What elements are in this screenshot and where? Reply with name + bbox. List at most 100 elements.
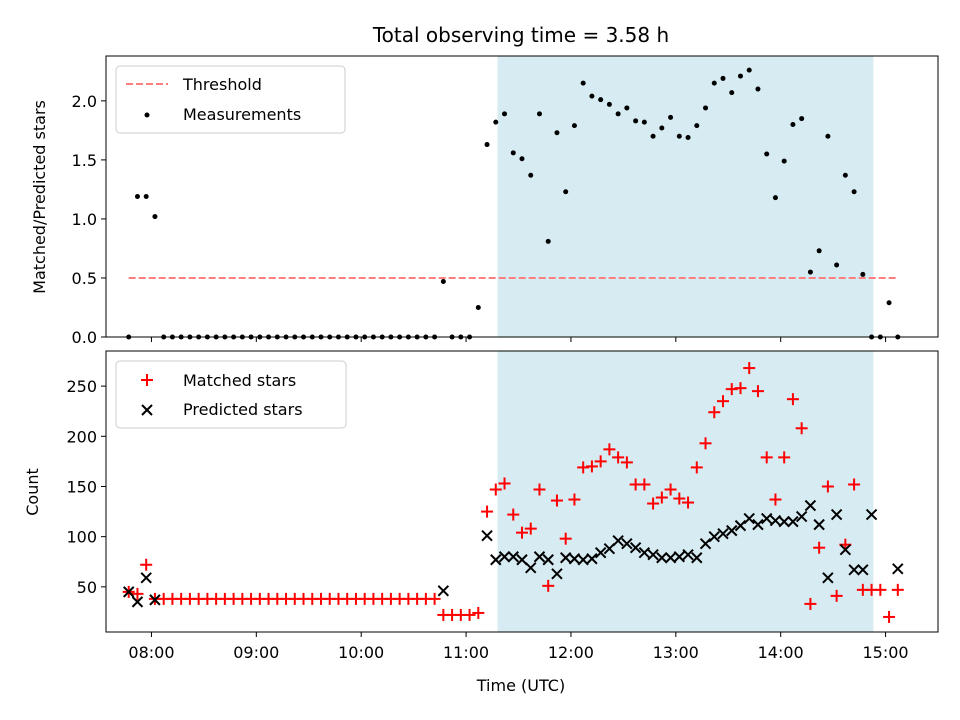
top-ytick-label: 2.0: [72, 92, 97, 111]
bottom-legend: Matched stars Predicted stars: [115, 360, 347, 429]
predicted-point: [533, 551, 546, 563]
matched-point: [673, 492, 686, 505]
predicted-point: [612, 534, 624, 547]
matched-point: [769, 493, 782, 506]
predicted-point: [717, 527, 729, 540]
predicted-point: [822, 572, 834, 584]
bottom-panel: 50 100 150 200 250 08:00 09:00 10:00 11:00 12:00 1…: [23, 350, 939, 695]
matched-point: [655, 491, 668, 504]
matched-point: [428, 592, 441, 605]
matched-point: [804, 597, 817, 610]
matched-point: [594, 455, 607, 468]
legend-predicted-swatch: [141, 404, 153, 416]
predicted-point: [726, 524, 738, 537]
matched-point: [620, 456, 633, 469]
matched-point: [883, 610, 896, 623]
predicted-point: [149, 594, 161, 606]
measurement-point: [746, 67, 752, 73]
matched-point: [647, 497, 660, 510]
measurement-point: [860, 271, 866, 277]
predicted-point: [516, 554, 528, 566]
matched-point: [533, 483, 546, 496]
predicted-point: [673, 551, 686, 563]
predicted-point: [865, 508, 878, 521]
matched-point: [463, 608, 476, 621]
measurement-point: [659, 125, 665, 131]
predicted-point: [507, 551, 519, 563]
predicted-point: [131, 596, 144, 608]
matched-point: [690, 461, 703, 474]
top-ytick-label: 1.0: [72, 210, 97, 229]
predicted-point: [638, 547, 651, 559]
predicted-point: [804, 499, 817, 512]
measurement-point: [554, 130, 560, 136]
bottom-xtick-label: 09:00: [233, 643, 279, 662]
measurement-point: [545, 238, 551, 244]
matched-point: [131, 587, 144, 600]
measurement-point: [440, 279, 446, 285]
matched-point: [725, 383, 738, 396]
measurement-point: [633, 118, 639, 124]
matched-point: [786, 393, 799, 406]
matched-point: [472, 606, 485, 619]
matched-point: [751, 385, 764, 398]
measurement-point: [711, 80, 717, 86]
predicted-point: [629, 541, 642, 554]
matched-point: [717, 395, 730, 408]
legend-measurements-label: Measurements: [183, 105, 301, 124]
measurement-point: [475, 304, 481, 310]
measurement-point: [641, 119, 647, 125]
measurement-point: [842, 172, 848, 178]
measurement-point: [737, 73, 743, 79]
legend-predicted-label: Predicted stars: [183, 400, 303, 419]
measurement-point: [563, 189, 569, 195]
matched-point: [577, 461, 590, 474]
matched-point: [481, 505, 494, 518]
measurement-point: [615, 111, 621, 117]
bottom-ytick-label: 150: [66, 477, 97, 496]
legend-matched-label: Matched stars: [183, 371, 296, 390]
predicted-point: [857, 564, 869, 576]
matched-point: [524, 522, 537, 535]
predicted-point: [542, 554, 554, 566]
top-panel-frame: [105, 55, 939, 338]
bottom-xtick-label: 13:00: [653, 643, 699, 662]
legend-matched-swatch: [141, 374, 153, 386]
top-ytick-label: 0.0: [72, 328, 97, 347]
predicted-point: [123, 586, 135, 598]
bottom-xtick-label: 14:00: [758, 643, 804, 662]
matched-point: [830, 589, 843, 602]
measurement-point: [720, 75, 726, 81]
measurement-point: [624, 105, 630, 111]
bottom-panel-frame: [105, 350, 939, 633]
predicted-point: [795, 510, 808, 523]
matched-point: [542, 579, 555, 592]
matched-point: [559, 532, 572, 545]
matched-point: [140, 558, 153, 571]
bottom-ytick-label: 100: [66, 528, 97, 547]
top-legend: Threshold Measurements: [115, 65, 346, 134]
predicted-point: [830, 508, 843, 521]
predicted-point: [490, 554, 502, 566]
predicted-point: [647, 549, 659, 561]
matched-point: [568, 493, 581, 506]
measurement-point: [825, 133, 831, 139]
matched-point: [612, 451, 625, 464]
legend-measurements-swatch: [144, 112, 150, 118]
predicted-point: [525, 562, 537, 574]
matched-point: [813, 541, 826, 554]
predicted-point: [594, 547, 607, 559]
predicted-point: [734, 519, 747, 532]
measurement-point: [580, 80, 586, 86]
legend-threshold-label: Threshold: [182, 75, 262, 94]
top-ytick-label: 0.5: [72, 269, 97, 288]
figure-title: Total observing time = 3.58 h: [372, 23, 669, 47]
matched-point: [507, 508, 520, 521]
predicted-point: [656, 552, 668, 564]
bottom-ytick-label: 250: [66, 377, 97, 396]
predicted-point: [691, 552, 703, 564]
measurement-point: [143, 194, 149, 199]
bottom-xtick-label: 08:00: [128, 643, 174, 662]
matched-point: [550, 494, 563, 507]
